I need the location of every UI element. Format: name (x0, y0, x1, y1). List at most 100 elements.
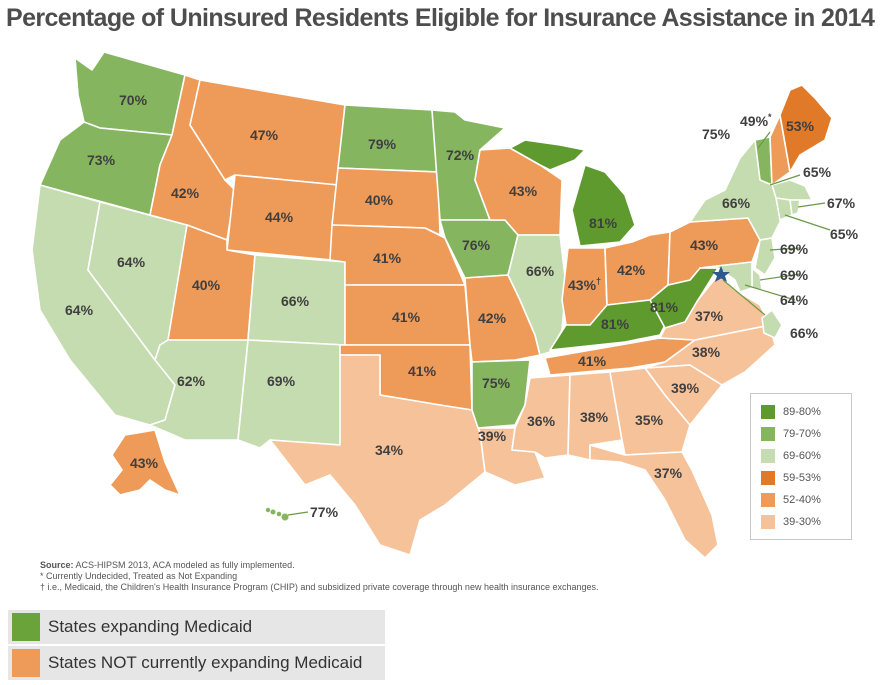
legend-swatch (761, 405, 775, 419)
footnotes: Source: ACS-HIPSM 2013, ACA modeled as f… (40, 560, 599, 593)
state-va (659, 274, 771, 341)
label-ne: 41% (373, 250, 402, 266)
legend-item: 79-70% (761, 426, 821, 442)
label-dc: 66% (790, 325, 819, 341)
label-ks: 41% (392, 309, 421, 325)
source-note: Source: ACS-HIPSM 2013, ACA modeled as f… (40, 560, 599, 571)
legend-item: 89-80% (761, 404, 821, 420)
state-nj (754, 237, 776, 276)
label-mi: 81% (589, 215, 618, 231)
legend-label: 52-40% (783, 494, 821, 506)
label-va: 37% (695, 308, 724, 324)
state-ak (109, 429, 181, 496)
state-ri (789, 199, 801, 216)
leader-line (722, 279, 766, 316)
state-dc (761, 309, 783, 339)
legend-swatch (761, 449, 775, 463)
leader-line (797, 202, 826, 208)
legend-label: 39-30% (783, 516, 821, 528)
leader-line (757, 131, 771, 149)
label-ak: 43% (130, 455, 159, 471)
capital-star-icon (712, 266, 730, 282)
legend-swatch (761, 427, 775, 441)
state-ar (471, 359, 531, 429)
legend-item: 59-53% (761, 470, 821, 486)
label-az: 62% (177, 373, 206, 389)
label-vt: 75% (702, 126, 731, 142)
leader-line (769, 174, 801, 186)
state-md (699, 261, 753, 293)
key-not-expanding-label: States NOT currently expanding Medicaid (48, 653, 363, 672)
label-nh: 49%* (740, 112, 772, 129)
label-or: 73% (87, 152, 116, 168)
label-id: 42% (171, 185, 200, 201)
label-mt: 47% (250, 127, 279, 143)
label-pa: 43% (690, 237, 719, 253)
label-fl: 37% (654, 465, 683, 481)
key-swatch-green (12, 613, 40, 641)
label-ga: 35% (635, 412, 664, 428)
legend-item: 52-40% (761, 492, 821, 508)
undecided-note: * Currently Undecided, Treated as Not Ex… (40, 571, 238, 581)
label-wy: 44% (265, 209, 294, 225)
legend-item: 69-60% (761, 448, 821, 464)
legend-item: 39-30% (761, 514, 821, 530)
state-hi (265, 507, 289, 521)
label-nj: 69% (780, 241, 809, 257)
leader-line (759, 273, 801, 281)
label-ms: 36% (527, 413, 556, 429)
state-tx (269, 354, 486, 556)
state-fl (589, 444, 719, 559)
label-la: 39% (478, 428, 507, 444)
state-mi (571, 164, 636, 247)
label-me: 53% (786, 118, 815, 134)
label-ok: 41% (408, 363, 437, 379)
label-ar: 75% (482, 375, 511, 391)
key-expanding: States expanding Medicaid (8, 610, 385, 644)
label-de: 69% (780, 267, 809, 283)
dagger-note: † i.e., Medicaid, the Children's Health … (40, 582, 599, 592)
state-nm (237, 339, 346, 449)
source-label: Source: (40, 560, 74, 570)
label-il: 66% (526, 263, 555, 279)
key-expanding-label: States expanding Medicaid (48, 617, 253, 636)
label-ca: 64% (65, 302, 94, 318)
label-sc: 39% (671, 380, 700, 396)
state-ma (771, 179, 813, 201)
label-in: 43%† (568, 276, 601, 293)
label-md: 64% (780, 292, 809, 308)
legend-swatch (761, 471, 775, 485)
label-ct: 65% (830, 226, 859, 242)
legend-label: 79-70% (783, 428, 821, 440)
label-oh: 42% (617, 262, 646, 278)
label-hi: 77% (310, 504, 339, 520)
label-sd: 40% (365, 192, 394, 208)
label-mo: 42% (478, 310, 507, 326)
label-ut: 40% (192, 277, 221, 293)
legend-swatch (761, 515, 775, 529)
label-al: 38% (580, 409, 609, 425)
legend-label: 59-53% (783, 472, 821, 484)
label-tx: 34% (375, 442, 404, 458)
legend-swatch (761, 493, 775, 507)
key-swatch-orange (12, 649, 40, 677)
label-nv: 64% (117, 254, 146, 270)
label-wv: 81% (650, 299, 679, 315)
label-wi: 43% (509, 183, 538, 199)
color-legend: 89-80% 79-70% 69-60% 59-53% 52-40% 39-30… (750, 393, 852, 540)
legend-label: 69-60% (783, 450, 821, 462)
label-ky: 81% (601, 316, 630, 332)
map-title: Percentage of Uninsured Residents Eligib… (6, 4, 875, 32)
state-me (779, 84, 833, 173)
source-text: ACS-HIPSM 2013, ACA modeled as fully imp… (75, 560, 295, 570)
label-ny: 66% (722, 195, 751, 211)
label-nd: 79% (368, 136, 397, 152)
label-ma: 65% (803, 164, 832, 180)
label-mn: 72% (446, 147, 475, 163)
label-tn: 41% (578, 353, 607, 369)
legend-label: 89-80% (783, 406, 821, 418)
label-nc: 38% (692, 344, 721, 360)
leader-line (769, 247, 801, 251)
label-nm: 69% (267, 373, 296, 389)
